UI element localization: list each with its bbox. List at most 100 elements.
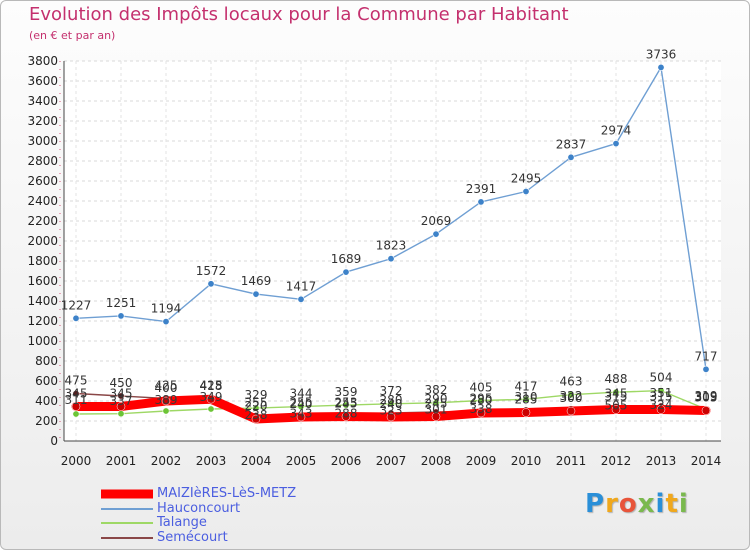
x-tick-label: 2001 <box>106 454 137 468</box>
data-label: 322 <box>560 389 583 403</box>
y-tick-label: 0 <box>50 434 58 448</box>
x-tick-label: 2012 <box>601 454 632 468</box>
data-label-overlap: 311 <box>65 393 88 407</box>
data-label: 1689 <box>331 252 362 266</box>
data-point <box>477 396 485 404</box>
data-label: 1227 <box>61 298 92 312</box>
data-label: 315 <box>650 390 673 404</box>
proxiti-logo: Proxiti <box>585 489 689 519</box>
data-label: 417 <box>515 379 538 393</box>
data-point <box>72 314 80 322</box>
data-label: 1417 <box>286 279 317 293</box>
legend-swatch <box>101 507 153 510</box>
data-point <box>431 412 441 421</box>
data-point <box>117 392 125 400</box>
data-point <box>656 405 666 414</box>
y-tick-label: 2600 <box>27 174 58 188</box>
data-label: 300 <box>560 391 583 405</box>
data-label: 1469 <box>241 274 272 288</box>
data-label: 280 <box>380 393 403 407</box>
data-point <box>252 404 260 412</box>
data-point <box>701 406 711 415</box>
data-label: 400 <box>155 381 178 395</box>
y-tick-label: 200 <box>35 414 58 428</box>
data-point <box>206 394 216 404</box>
data-label: 309 <box>695 390 718 404</box>
data-point <box>162 407 170 415</box>
data-label: 345 <box>605 387 628 401</box>
y-tick-label: 400 <box>35 394 58 408</box>
data-label: 717 <box>695 349 718 363</box>
data-point <box>566 406 576 416</box>
data-label: 1251 <box>106 296 137 310</box>
data-label: 405 <box>470 381 493 395</box>
y-tick-label: 2200 <box>27 214 58 228</box>
data-label: 285 <box>515 393 538 407</box>
x-tick-label: 2006 <box>331 454 362 468</box>
data-label-overlap: 238 <box>245 408 268 422</box>
data-label: 504 <box>650 371 673 385</box>
legend-item: Hauconcourt <box>101 501 296 517</box>
x-tick-label: 2004 <box>241 454 272 468</box>
data-point <box>432 399 440 407</box>
data-label-overlap: 389 <box>155 393 178 407</box>
data-label-overlap: 338 <box>470 402 493 416</box>
data-label: 253 <box>335 396 358 410</box>
data-point <box>387 400 395 408</box>
data-label: 488 <box>605 372 628 386</box>
data-label: 2495 <box>511 172 542 186</box>
data-point <box>252 290 260 298</box>
x-tick-label: 2013 <box>646 454 677 468</box>
data-point <box>296 412 306 422</box>
x-tick-label: 2011 <box>556 454 587 468</box>
y-tick-label: 3600 <box>27 74 58 88</box>
y-tick-label: 3000 <box>27 134 58 148</box>
data-label: 425 <box>200 379 223 393</box>
data-label: 2069 <box>421 214 452 228</box>
y-tick-label: 3800 <box>27 54 58 68</box>
data-point <box>387 255 395 263</box>
legend-item: Talange <box>101 515 296 531</box>
data-label: 245 <box>425 397 448 411</box>
data-point <box>657 387 665 395</box>
data-label-overlap: 337 <box>110 394 133 408</box>
data-point <box>71 402 81 411</box>
y-tick-label: 1000 <box>27 334 58 348</box>
y-tick-label: 600 <box>35 374 58 388</box>
y-tick-label: 3400 <box>27 94 58 108</box>
legend-swatch <box>101 489 153 499</box>
data-point <box>72 389 80 397</box>
x-tick-label: 2000 <box>61 454 92 468</box>
data-label: 372 <box>380 384 403 398</box>
x-tick-label: 2003 <box>196 454 227 468</box>
data-label: 359 <box>335 385 358 399</box>
data-label-overlap: 301 <box>425 403 448 417</box>
data-point <box>612 140 620 148</box>
data-label: 319 <box>695 389 718 403</box>
data-label: 418 <box>200 379 223 393</box>
data-label: 351 <box>650 386 673 400</box>
y-tick-label: 2000 <box>27 234 58 248</box>
data-point <box>297 295 305 303</box>
data-label: 290 <box>425 392 448 406</box>
data-label: 245 <box>335 397 358 411</box>
data-label: 3736 <box>646 47 677 61</box>
data-label: 220 <box>245 399 268 413</box>
legend-label: Talange <box>157 515 207 530</box>
data-label: 255 <box>245 396 268 410</box>
data-label: 425 <box>155 379 178 393</box>
data-point <box>251 414 261 424</box>
data-label: 344 <box>290 387 313 401</box>
data-label-overlap: 343 <box>290 407 313 421</box>
data-point <box>162 318 170 326</box>
x-tick-label: 2009 <box>466 454 497 468</box>
data-point <box>342 268 350 276</box>
y-tick-label: 2400 <box>27 194 58 208</box>
legend-swatch <box>101 536 153 539</box>
data-point <box>116 402 126 411</box>
x-tick-label: 2002 <box>151 454 182 468</box>
data-point <box>477 198 485 206</box>
data-point <box>161 396 171 406</box>
x-tick-label: 2005 <box>286 454 317 468</box>
